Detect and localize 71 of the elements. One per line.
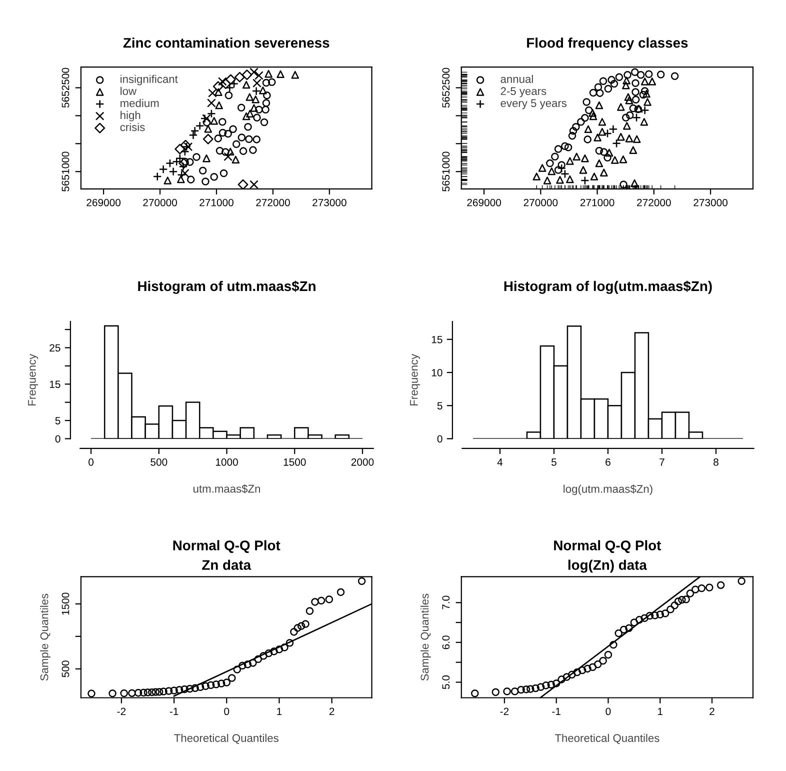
x-tick-label: 2 bbox=[710, 708, 714, 716]
y-tick-label: 5652500 bbox=[62, 68, 70, 108]
x-tick-label: 0 bbox=[606, 708, 611, 716]
y-axis-title: Frequency bbox=[410, 354, 420, 406]
x-tick-label: 271000 bbox=[580, 198, 614, 206]
legend-label: every 5 years bbox=[500, 99, 567, 110]
chart-title: Zinc contamination severeness bbox=[123, 38, 330, 48]
chart-title: Histogram of utm.maas$Zn bbox=[138, 280, 316, 294]
x-tick-label: 2 bbox=[329, 708, 334, 716]
x-tick-label: 6 bbox=[606, 458, 610, 466]
y-tick-label: 7.0 bbox=[442, 596, 450, 610]
x-tick-label: -1 bbox=[552, 708, 560, 716]
x-tick-label: 2000 bbox=[351, 458, 374, 466]
x-tick-label: 270000 bbox=[524, 198, 558, 206]
y-tick-label: 6.0 bbox=[442, 636, 450, 650]
chart-title: Normal Q-Q Plot bbox=[554, 540, 662, 553]
y-tick-label: 5651000 bbox=[442, 152, 450, 192]
x-tick-label: 4 bbox=[497, 458, 503, 466]
x-tick-label: 269000 bbox=[467, 198, 502, 206]
y-axis-title: Frequency bbox=[28, 354, 38, 406]
x-tick-label: 272000 bbox=[637, 198, 671, 206]
y-tick-label: 15 bbox=[432, 336, 442, 344]
y-axis-title: Sample Quantiles bbox=[40, 594, 50, 681]
legend-label: crisis bbox=[120, 122, 145, 132]
x-tick-label: 0 bbox=[88, 458, 94, 466]
y-tick-label: 5 bbox=[437, 402, 442, 410]
x-tick-label: -2 bbox=[117, 708, 126, 716]
legend-label: annual bbox=[500, 74, 533, 84]
x-tick-label: 500 bbox=[150, 458, 168, 466]
x-tick-label: 273000 bbox=[312, 198, 346, 206]
legend-label: low bbox=[120, 86, 137, 96]
chart-subtitle: log(Zn) data bbox=[568, 560, 648, 573]
legend-label: high bbox=[120, 110, 140, 122]
x-tick-label: 7 bbox=[660, 458, 664, 466]
x-tick-label: 1500 bbox=[284, 458, 306, 466]
chart-title: Histogram of log(utm.maas$Zn) bbox=[504, 280, 712, 294]
x-axis-title: utm.maas$Zn bbox=[194, 484, 260, 494]
chart-title: Normal Q-Q Plot bbox=[173, 540, 280, 553]
x-tick-label: 272000 bbox=[256, 198, 290, 206]
y-tick-label: 0 bbox=[437, 435, 442, 443]
y-tick-label: 5 bbox=[55, 417, 60, 424]
x-axis-title: Theoretical Quantiles bbox=[174, 734, 278, 744]
x-tick-label: 1 bbox=[658, 708, 662, 716]
x-tick-label: 269000 bbox=[86, 198, 121, 206]
legend-label: 2-5 years bbox=[500, 87, 546, 98]
y-tick-label: 15 bbox=[50, 380, 60, 388]
x-tick-label: 270000 bbox=[143, 198, 177, 206]
y-tick-label: 1500 bbox=[62, 592, 70, 615]
x-tick-label: 271000 bbox=[200, 198, 234, 206]
x-tick-label: 273000 bbox=[694, 198, 728, 206]
y-tick-label: 5652500 bbox=[442, 68, 450, 108]
x-tick-label: 8 bbox=[714, 458, 718, 466]
x-axis-title: Theoretical Quantiles bbox=[554, 734, 660, 744]
x-tick-label: 5 bbox=[551, 458, 556, 466]
y-tick-label: 500 bbox=[62, 660, 70, 678]
legend-label: medium bbox=[120, 98, 159, 108]
x-tick-label: 0 bbox=[224, 708, 230, 716]
x-tick-label: 1000 bbox=[216, 458, 238, 466]
y-tick-label: 25 bbox=[50, 344, 60, 352]
y-tick-label: 5651000 bbox=[62, 152, 70, 192]
x-tick-label: 1 bbox=[277, 708, 282, 716]
x-tick-label: -1 bbox=[170, 708, 178, 716]
y-tick-label: 10 bbox=[432, 368, 442, 376]
y-axis-title: Sample Quantiles bbox=[420, 594, 431, 681]
y-tick-label: 5.0 bbox=[442, 675, 450, 690]
legend-label: insignificant bbox=[120, 74, 178, 86]
x-axis-title: log(utm.maas$Zn) bbox=[564, 484, 652, 496]
chart-title: Flood frequency classes bbox=[527, 38, 688, 51]
y-tick-label: 0 bbox=[55, 435, 60, 443]
chart-subtitle: Zn data bbox=[202, 560, 252, 570]
x-tick-label: -2 bbox=[500, 708, 509, 716]
